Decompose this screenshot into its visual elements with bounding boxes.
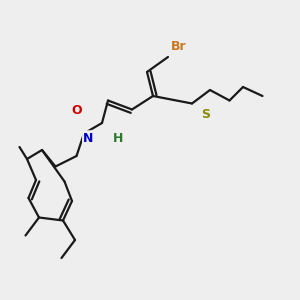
Text: H: H — [113, 131, 124, 145]
Text: Br: Br — [171, 40, 186, 53]
Text: N: N — [83, 131, 94, 145]
Text: O: O — [71, 104, 82, 118]
Text: S: S — [201, 107, 210, 121]
